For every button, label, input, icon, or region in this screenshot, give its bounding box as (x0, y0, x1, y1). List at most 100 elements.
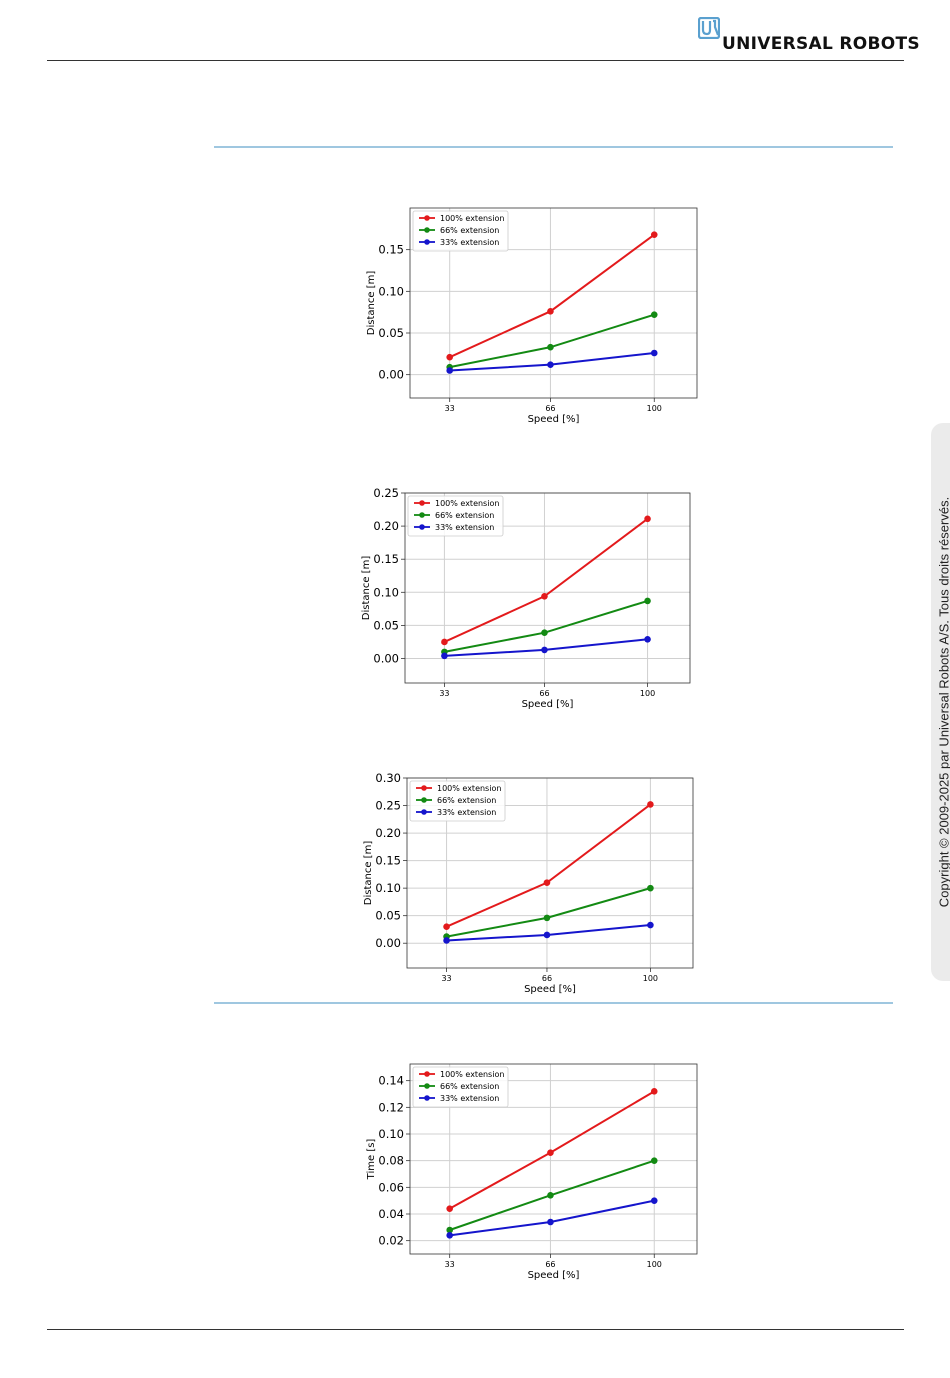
legend-label: 33% extension (437, 808, 496, 817)
data-point (647, 801, 654, 808)
y-tick-label: 0.25 (375, 799, 401, 813)
legend-label: 100% extension (437, 784, 501, 793)
legend-swatch-marker (421, 809, 427, 815)
data-point (541, 592, 548, 600)
x-axis-label: Speed [%] (522, 699, 574, 710)
legend-swatch-marker (424, 239, 430, 245)
series-line (444, 599, 648, 653)
x-tick-label: 33 (445, 404, 455, 413)
legend-label: 33% extension (440, 238, 499, 247)
legend-box (409, 780, 506, 822)
data-point (446, 1226, 453, 1234)
data-point (541, 629, 548, 636)
x-tick-label: 100 (640, 689, 655, 698)
data-point (543, 879, 551, 886)
data-point (647, 921, 654, 929)
copyright-tab (931, 423, 950, 981)
y-tick-label: 0.00 (375, 936, 401, 950)
x-tick-label: 66 (545, 404, 555, 413)
data-point (650, 1157, 658, 1164)
data-point (441, 638, 448, 646)
plot-frame (409, 1063, 698, 1255)
y-tick-label: 0.05 (378, 326, 404, 340)
data-point (547, 1218, 554, 1226)
y-axis-label: Distance [m] (363, 841, 374, 906)
data-point (650, 349, 658, 357)
x-axis-label: Speed [%] (524, 984, 576, 995)
y-tick-label: 0.05 (373, 618, 399, 632)
x-tick-label: 33 (441, 974, 451, 983)
x-axis-label: Speed [%] (528, 414, 580, 425)
y-tick-label: 0.30 (375, 771, 401, 785)
series-line (443, 518, 649, 643)
y-tick-label: 0.15 (378, 243, 404, 257)
plot-frame (409, 207, 698, 399)
x-tick-label: 100 (647, 1260, 662, 1269)
data-point (644, 597, 651, 605)
data-point (541, 646, 548, 654)
data-point (543, 914, 551, 922)
legend-label: 66% extension (437, 796, 496, 805)
y-tick-label: 0.20 (373, 519, 399, 533)
legend-label: 33% extension (440, 1094, 499, 1103)
series-line (449, 313, 655, 369)
y-axis-label: Distance [m] (361, 556, 372, 621)
y-tick-label: 0.10 (375, 881, 401, 895)
chart-time: 0.02 0.04 0.06 0.08 0.10 0.12 0.14 33 66 100 Speed… (366, 1063, 698, 1281)
data-point (446, 1205, 453, 1212)
y-tick-label: 0.04 (378, 1207, 404, 1221)
legend-swatch-marker (424, 227, 430, 233)
data-point (446, 367, 453, 374)
legend-label: 100% extension (440, 214, 504, 223)
y-tick-label: 0.10 (378, 284, 404, 298)
header-rule (47, 60, 904, 61)
ur-logo-icon (698, 17, 720, 39)
data-point (644, 515, 651, 523)
legend-label: 66% extension (440, 1082, 499, 1091)
section-rule-top (214, 146, 893, 148)
brand-name: UNIVERSAL ROBOTS (722, 34, 920, 54)
data-point (443, 937, 450, 944)
data-point (650, 311, 658, 318)
x-axis-label: Speed [%] (528, 1270, 580, 1281)
y-tick-label: 0.25 (373, 486, 399, 500)
brand-logo: UNIVERSAL ROBOTS (698, 17, 920, 57)
y-tick-label: 0.08 (378, 1154, 404, 1168)
legend-swatch-marker (419, 500, 425, 506)
legend-label: 66% extension (440, 226, 499, 235)
y-tick-label: 0.20 (375, 826, 401, 840)
x-tick-label: 66 (539, 689, 549, 698)
data-point (547, 1192, 554, 1199)
legend-label: 66% extension (435, 511, 494, 520)
y-axis-label: Distance [m] (366, 271, 377, 336)
legend-swatch-marker (424, 215, 430, 221)
chart-distance-2: 0.00 0.05 0.10 0.15 0.20 0.25 33 66 100 Speed [%]… (361, 486, 691, 710)
section-rule-bottom (214, 1002, 893, 1004)
y-axis-label: Time [s] (366, 1139, 377, 1181)
data-point (543, 931, 551, 939)
y-tick-label: 0.00 (378, 368, 404, 382)
x-tick-label: 66 (542, 974, 552, 983)
legend-label: 100% extension (440, 1070, 504, 1079)
plot-frame (406, 777, 694, 969)
data-point (547, 343, 554, 351)
y-tick-label: 0.14 (378, 1074, 404, 1088)
legend-label: 100% extension (435, 499, 499, 508)
data-point (647, 884, 654, 892)
y-tick-label: 0.12 (378, 1100, 404, 1114)
y-tick-label: 0.05 (375, 909, 401, 923)
data-point (443, 923, 450, 930)
footer-rule (47, 1329, 904, 1330)
data-point (547, 1149, 554, 1156)
y-tick-label: 0.15 (373, 552, 399, 566)
y-tick-label: 0.02 (378, 1234, 404, 1248)
legend-swatch-marker (424, 1071, 430, 1077)
data-point (441, 652, 448, 660)
plot-frame (404, 492, 691, 684)
data-point (650, 1197, 658, 1204)
legend-swatch-marker (424, 1083, 430, 1089)
legend-box (407, 495, 504, 537)
legend-swatch-marker (419, 512, 425, 518)
x-tick-label: 100 (643, 974, 658, 983)
x-tick-label: 33 (445, 1260, 455, 1269)
